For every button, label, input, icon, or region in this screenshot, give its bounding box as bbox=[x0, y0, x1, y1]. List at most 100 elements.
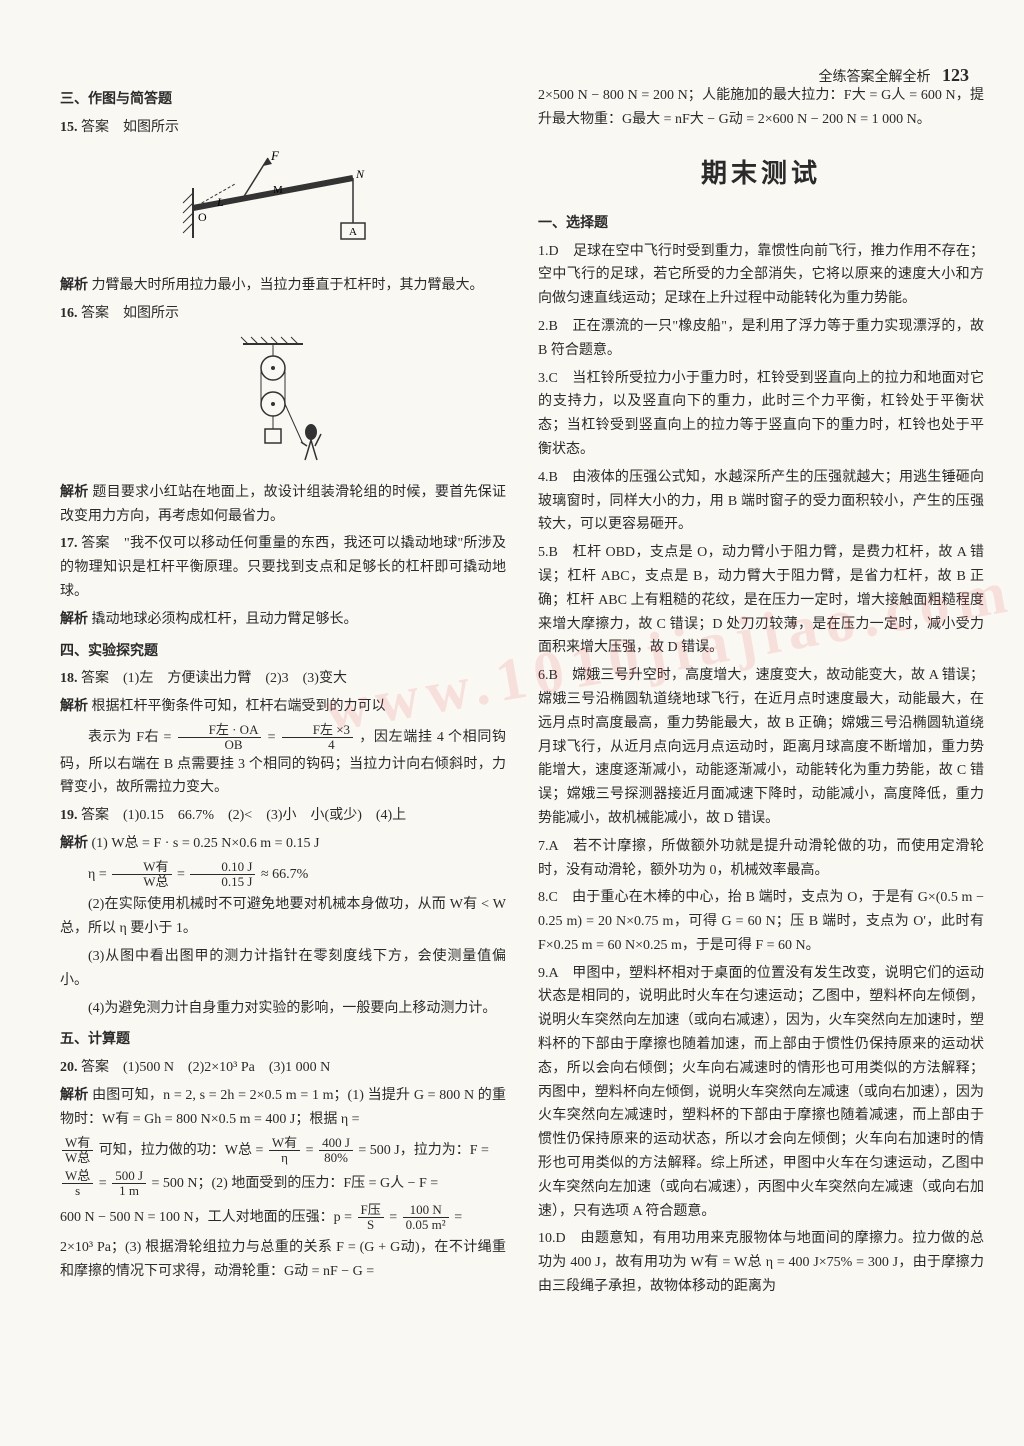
q10: 10.D 由题意知，有用功用来克服物体与地面间的摩擦力。拉力做的总功为 400 … bbox=[538, 1227, 984, 1298]
q16-diagram bbox=[60, 334, 506, 473]
q20-explain: 解析 由图可知，n = 2, s = 2h = 2×0.5 m = 1 m；(1… bbox=[60, 1084, 506, 1132]
frac-num: W有 bbox=[269, 1136, 300, 1151]
svg-text:M: M bbox=[273, 184, 283, 196]
fraction: 0.10 J 0.15 J bbox=[190, 860, 255, 890]
q20-answer: 答案 (1)500 N (2)2×10³ Pa (3)1 000 N bbox=[81, 1060, 330, 1075]
fraction: F左 · OA OB bbox=[178, 723, 262, 753]
q19-p1a: (1) W总 = F · s = 0.25 N×0.6 m = 0.15 J bbox=[92, 836, 320, 851]
frac-den: S bbox=[358, 1218, 384, 1232]
fraction: F压 S bbox=[358, 1203, 384, 1233]
q20-p2c: = 500 J，拉力为：F = bbox=[358, 1143, 489, 1158]
section-3-title: 三、作图与简答题 bbox=[60, 88, 506, 112]
q18-expl-label: 解析 bbox=[60, 699, 88, 714]
q19-expl-label: 解析 bbox=[60, 836, 88, 851]
q5: 5.B 杠杆 OBD，支点是 O，动力臂小于阻力臂，是费力杠杆，故 A 错误；杠… bbox=[538, 541, 984, 660]
q20: 20. 答案 (1)500 N (2)2×10³ Pa (3)1 000 N bbox=[60, 1056, 506, 1080]
q16-expl-text: 题目要求小红站在地面上，故设计组装滑轮组的时候，要首先保证改变用力方向，再考虑如… bbox=[60, 485, 506, 524]
frac-den: s bbox=[62, 1184, 93, 1198]
lever-diagram-icon: O F L M N A bbox=[173, 148, 393, 258]
q20-continuation: 2×500 N − 800 N = 200 N；人能施加的最大拉力：F大 = G… bbox=[538, 84, 984, 132]
q19-explain-1: 解析 (1) W总 = F · s = 0.25 N×0.6 m = 0.15 … bbox=[60, 832, 506, 856]
fraction: 100 N 0.05 m² bbox=[403, 1203, 449, 1233]
fraction: W总 s bbox=[62, 1169, 93, 1199]
q19-p1b-pre: η = bbox=[88, 867, 107, 882]
q20-p3: 600 N − 500 N = 100 N，工人对地面的压强：p = bbox=[60, 1210, 352, 1225]
q16-expl-label: 解析 bbox=[60, 485, 89, 500]
pulley-diagram-icon bbox=[223, 334, 343, 464]
q18-answer: 答案 (1)左 方便读出力臂 (2)3 (3)变大 bbox=[81, 671, 347, 686]
frac-num: W有 bbox=[112, 860, 171, 875]
q16-explain: 解析 题目要求小红站在地面上，故设计组装滑轮组的时候，要首先保证改变用力方向，再… bbox=[60, 481, 506, 529]
two-column-layout: 三、作图与简答题 15. 答案 如图所示 O F bbox=[60, 80, 984, 1303]
q20-p3b: = bbox=[389, 1210, 397, 1225]
q8: 8.C 由于重心在木棒的中心，抬 B 端时，支点为 O，于是有 G×(0.5 m… bbox=[538, 886, 984, 957]
q18-expl-a: 根据杠杆平衡条件可知，杠杆右端受到的力可以 bbox=[92, 699, 386, 714]
left-column: 三、作图与简答题 15. 答案 如图所示 O F bbox=[60, 80, 506, 1303]
q15-num: 15. bbox=[60, 120, 78, 135]
svg-text:L: L bbox=[216, 195, 224, 209]
q16-answer: 答案 如图所示 bbox=[81, 306, 179, 321]
section-4-title: 四、实验探究题 bbox=[60, 640, 506, 664]
q15-diagram: O F L M N A bbox=[60, 148, 506, 267]
frac-den: 1 m bbox=[112, 1184, 146, 1198]
page-header: 全练答案全解全析 123 bbox=[819, 60, 970, 91]
right-column: 2×500 N − 800 N = 200 N；人能施加的最大拉力：F大 = G… bbox=[538, 80, 984, 1303]
q19-p1b-post: ≈ 66.7% bbox=[261, 867, 308, 882]
frac-den: W总 bbox=[112, 875, 171, 889]
frac-den: 80% bbox=[319, 1151, 353, 1165]
svg-text:O: O bbox=[198, 210, 207, 224]
page-number: 123 bbox=[942, 65, 969, 85]
frac-num: F左 ×3 bbox=[282, 723, 353, 738]
q20-expl-label: 解析 bbox=[60, 1088, 88, 1103]
frac-den: 4 bbox=[282, 738, 353, 752]
q18-formula: 表示为 F右 = F左 · OA OB = F左 ×3 4 ，因左端挂 4 个相… bbox=[60, 723, 506, 800]
frac-den: 0.05 m² bbox=[403, 1218, 449, 1232]
q17-expl-label: 解析 bbox=[60, 612, 88, 627]
fraction: 400 J 80% bbox=[319, 1136, 353, 1166]
q20-p2: 可知，拉力做的功：W总 = bbox=[99, 1143, 264, 1158]
section-5-title: 五、计算题 bbox=[60, 1028, 506, 1052]
q19-p1b-mid: = bbox=[177, 867, 185, 882]
fraction: 500 J 1 m bbox=[112, 1169, 146, 1199]
q19-answer: 答案 (1)0.15 66.7% (2)< (3)小 小(或少) (4)上 bbox=[81, 808, 406, 823]
q17-expl-text: 撬动地球必须构成杠杆，且动力臂足够长。 bbox=[92, 612, 358, 627]
fraction: W有 W总 bbox=[112, 860, 171, 890]
q15-answer: 答案 如图所示 bbox=[81, 120, 179, 135]
frac-den: W总 bbox=[62, 1151, 93, 1165]
q16: 16. 答案 如图所示 bbox=[60, 302, 506, 326]
q15-explain: 解析 力臂最大时所用拉力最小，当拉力垂直于杠杆时，其力臂最大。 bbox=[60, 274, 506, 298]
q20-line4: 600 N − 500 N = 100 N，工人对地面的压强：p = F压 S … bbox=[60, 1203, 506, 1233]
svg-text:N: N bbox=[355, 167, 365, 181]
q15-expl-label: 解析 bbox=[60, 278, 88, 293]
q18-explain: 解析 根据杠杆平衡条件可知，杠杆右端受到的力可以 bbox=[60, 695, 506, 719]
q20-p2d: = bbox=[99, 1176, 107, 1191]
fraction: W有 W总 bbox=[62, 1136, 93, 1166]
q20-p2b: = bbox=[306, 1143, 314, 1158]
q19-p2: (2)在实际使用机械时不可避免地要对机械本身做功，从而 W有 < W总，所以 η… bbox=[60, 893, 506, 941]
fraction: F左 ×3 4 bbox=[282, 723, 353, 753]
q18-expl-b: 表示为 F右 = bbox=[88, 730, 171, 745]
exam-title: 期末测试 bbox=[538, 152, 984, 196]
q19-formula: η = W有 W总 = 0.10 J 0.15 J ≈ 66.7% bbox=[60, 860, 506, 890]
q17-num: 17. bbox=[60, 536, 78, 551]
q2: 2.B 正在漂流的一只"橡皮船"，是利用了浮力等于重力实现漂浮的，故 B 符合题… bbox=[538, 315, 984, 363]
q20-p2e: = 500 N；(2) 地面受到的压力：F压 = G人 − F = bbox=[152, 1176, 439, 1191]
svg-text:F: F bbox=[270, 148, 280, 163]
svg-text:A: A bbox=[349, 226, 357, 238]
q6: 6.B 嫦娥三号升空时，高度增大，速度变大，故动能变大，故 A 错误；嫦娥三号沿… bbox=[538, 664, 984, 831]
q20-p3c: = bbox=[454, 1210, 462, 1225]
q20-line3: W总 s = 500 J 1 m = 500 N；(2) 地面受到的压力：F压 … bbox=[60, 1169, 506, 1199]
frac-den: OB bbox=[178, 738, 262, 752]
frac-num: W总 bbox=[62, 1169, 93, 1184]
q15: 15. 答案 如图所示 bbox=[60, 116, 506, 140]
q20-line2: W有 W总 可知，拉力做的功：W总 = W有 η = 400 J 80% = 5… bbox=[60, 1136, 506, 1166]
q17-explain: 解析 撬动地球必须构成杠杆，且动力臂足够长。 bbox=[60, 608, 506, 632]
header-label: 全练答案全解全析 bbox=[819, 70, 931, 85]
q16-num: 16. bbox=[60, 306, 78, 321]
page: 全练答案全解全析 123 www.1010jiajiao.com 三、作图与简答… bbox=[0, 0, 1024, 1446]
q19-p4: (4)为避免测力计自身重力对实验的影响，一般要向上移动测力计。 bbox=[60, 997, 506, 1021]
q20-line5: 2×10³ Pa；(3) 根据滑轮组拉力与总重的关系 F = (G + G动)，… bbox=[60, 1236, 506, 1284]
frac-num: 0.10 J bbox=[190, 860, 255, 875]
q18-expl-c: = bbox=[268, 730, 276, 745]
q19: 19. 答案 (1)0.15 66.7% (2)< (3)小 小(或少) (4)… bbox=[60, 804, 506, 828]
